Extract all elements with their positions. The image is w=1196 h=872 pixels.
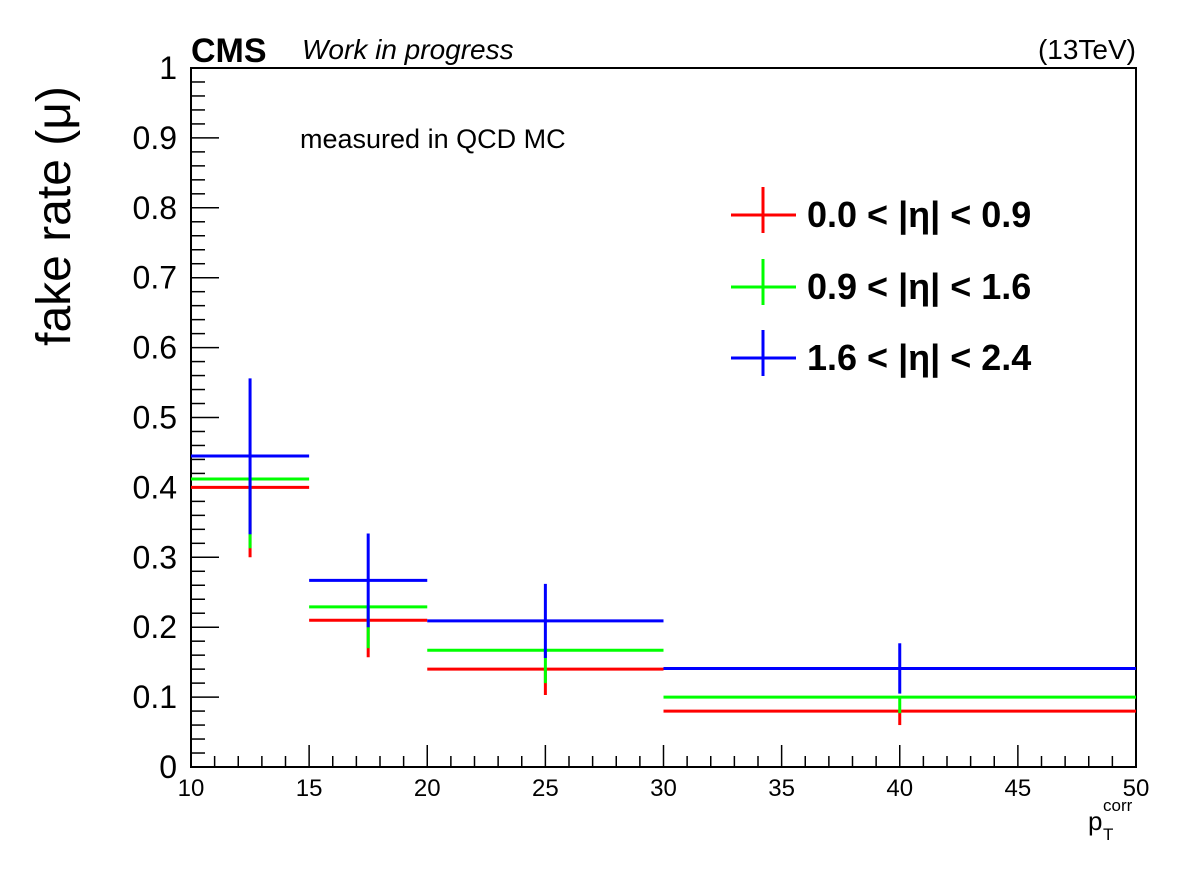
legend-label: 1.6 < |η| < 2.4: [807, 337, 1031, 379]
y-tick-label: 0.3: [133, 539, 177, 575]
y-axis: 0 0.1 0.2 0.3 0.4 0.5 0.6 0.7 0.8 0.9 1: [133, 50, 219, 785]
x-tick-label: 10: [178, 775, 205, 802]
status-label: Work in progress: [302, 34, 514, 65]
y-tick-label: 0: [159, 749, 177, 785]
x-axis: 10 15 20 25 30 35 40 45 50: [178, 745, 1150, 802]
x-tick-label: 45: [1005, 775, 1032, 802]
x-axis-title-sub: T: [1103, 825, 1113, 844]
y-tick-label: 1: [159, 50, 177, 86]
x-tick-label: 25: [532, 775, 559, 802]
x-tick-label: 15: [296, 775, 323, 802]
cms-label: CMS: [191, 32, 267, 70]
legend-label: 0.0 < |η| < 0.9: [807, 194, 1031, 236]
y-tick-label: 0.9: [133, 120, 177, 156]
y-tick-label: 0.2: [133, 609, 177, 645]
legend-entry-1: 0.0 < |η| < 0.9: [731, 187, 1031, 236]
legend-entry-3: 1.6 < |η| < 2.4: [731, 330, 1031, 379]
y-tick-label: 0.8: [133, 190, 177, 226]
x-tick-label: 30: [650, 775, 677, 802]
x-tick-label: 20: [414, 775, 441, 802]
y-tick-label: 0.5: [133, 400, 177, 436]
y-tick-label: 0.6: [133, 330, 177, 366]
x-axis-title-main: p: [1088, 806, 1102, 836]
x-axis-title-sup: corr: [1103, 796, 1133, 815]
x-axis-title: p: [1088, 806, 1102, 836]
x-tick-label: 35: [768, 775, 795, 802]
plot-frame: [190, 67, 1137, 768]
y-axis-title: fake rate (μ): [28, 86, 81, 346]
legend: 0.0 < |η| < 0.9 0.9 < |η| < 1.6 1.6 < |η| …: [731, 187, 1031, 379]
series-2: [191, 477, 1136, 714]
legend-label: 0.9 < |η| < 1.6: [807, 266, 1031, 308]
y-tick-label: 0.4: [133, 469, 177, 505]
x-tick-label: 50: [1123, 775, 1150, 802]
energy-label: (13TeV): [1038, 34, 1136, 65]
x-tick-label: 40: [886, 775, 913, 802]
y-tick-label: 0.7: [133, 260, 177, 296]
series-layer: [191, 378, 1136, 726]
legend-entry-2: 0.9 < |η| < 1.6: [731, 259, 1031, 308]
y-tick-label: 0.1: [133, 679, 177, 715]
annotation-text: measured in QCD MC: [300, 124, 566, 154]
series-3: [191, 378, 1136, 694]
